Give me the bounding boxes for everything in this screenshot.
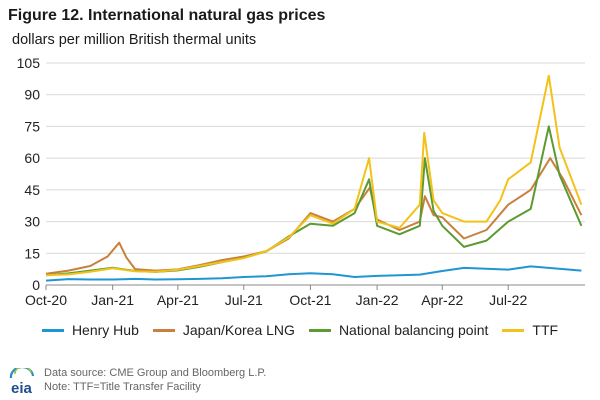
series-line-japan-korea-lng <box>45 157 583 275</box>
x-tick-label: Apr-22 <box>421 292 463 308</box>
logo-text: eia <box>11 380 33 396</box>
x-tick-label: Jan-21 <box>91 292 134 308</box>
legend-swatch <box>308 328 331 332</box>
x-tick-label: Jul-22 <box>489 292 527 308</box>
y-tick-label: 60 <box>24 150 40 166</box>
y-tick-label: 105 <box>17 55 41 71</box>
x-tick-label: Jan-22 <box>356 292 399 308</box>
legend-swatch <box>41 328 64 332</box>
x-tick-label: Apr-21 <box>157 292 199 308</box>
note: Note: TTF=Title Transfer Facility <box>44 381 201 393</box>
source-notes: Data source: CME Group and Bloomberg L.P… <box>44 366 266 394</box>
y-tick-label: 90 <box>24 87 40 103</box>
series-lines <box>45 74 583 282</box>
y-tick-label: 30 <box>24 214 40 230</box>
y-tick-label: 15 <box>24 245 40 261</box>
legend-item: TTF <box>502 322 558 338</box>
chart-legend: Henry Hub Japan/Korea LNG National balanci… <box>0 322 600 338</box>
x-tick-label: Oct-21 <box>289 292 331 308</box>
legend-swatch <box>152 328 175 332</box>
gridlines <box>46 62 585 254</box>
chart-title: Figure 12. International natural gas pri… <box>8 7 326 24</box>
legend-label: TTF <box>532 322 559 338</box>
data-source: Data source: CME Group and Bloomberg L.P… <box>44 367 267 379</box>
legend-item: Japan/Korea LNG <box>152 322 295 338</box>
chart-subtitle: dollars per million British thermal unit… <box>12 32 257 48</box>
y-tick-label: 45 <box>24 182 40 198</box>
y-tick-label: 0 <box>32 277 40 293</box>
legend-item: Henry Hub <box>41 322 139 338</box>
legend-label: National balancing point <box>338 322 489 338</box>
axes: 0 15 30 45 60 75 90 105 Oct-20 Jan-21 Apr-21 Jul-21… <box>17 55 585 308</box>
series-line-ttf <box>45 74 583 277</box>
legend-swatch <box>502 328 525 332</box>
line-chart: 0 15 30 45 60 75 90 105 Oct-20 Jan-21 Apr-21 Jul-21… <box>17 55 585 308</box>
x-tick-label: Oct-20 <box>25 292 67 308</box>
x-tick-label: Jul-21 <box>225 292 263 308</box>
legend-label: Japan/Korea LNG <box>182 322 295 338</box>
legend-item: National balancing point <box>308 322 489 338</box>
eia-logo-icon: eia <box>9 368 35 396</box>
y-tick-label: 75 <box>24 118 40 134</box>
legend-label: Henry Hub <box>71 322 139 338</box>
series-line-henry-hub <box>45 265 582 282</box>
